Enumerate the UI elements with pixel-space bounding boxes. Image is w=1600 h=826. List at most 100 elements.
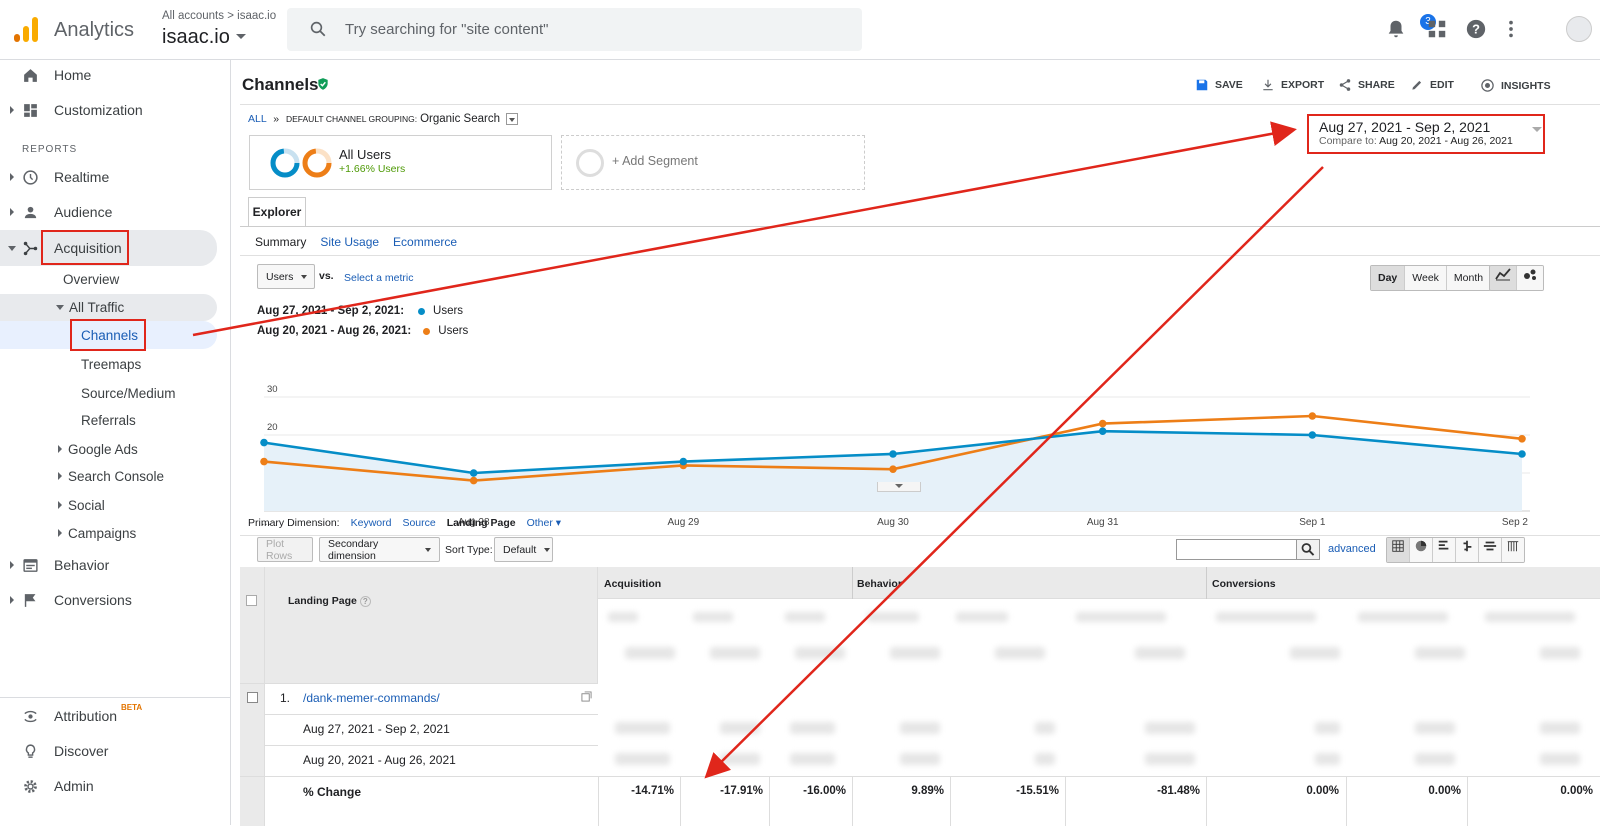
row-checkbox[interactable] bbox=[247, 692, 258, 703]
blurred-total bbox=[795, 647, 845, 659]
account-selector[interactable]: isaac.io bbox=[162, 26, 230, 48]
table-search-button[interactable] bbox=[1296, 539, 1320, 560]
period-toggle: Day Week Month bbox=[1370, 265, 1492, 291]
sidebar-item-social[interactable]: Social bbox=[58, 492, 105, 518]
export-button[interactable]: EXPORT bbox=[1261, 78, 1324, 92]
dim-source[interactable]: Source bbox=[402, 517, 436, 529]
pct-change-cell: 0.00% bbox=[1306, 785, 1339, 797]
table-view-data-button[interactable] bbox=[1387, 538, 1410, 562]
subtab-site-usage[interactable]: Site Usage bbox=[320, 235, 380, 249]
sidebar-item-referrals[interactable]: Referrals bbox=[81, 412, 136, 428]
crumb-all-link[interactable]: ALL bbox=[248, 113, 267, 125]
sidebar-item-customization[interactable]: Customization bbox=[0, 93, 222, 127]
page-title: Channels bbox=[242, 75, 319, 94]
select-all-checkbox[interactable] bbox=[246, 595, 257, 606]
notifications-bell-icon[interactable] bbox=[1385, 18, 1407, 40]
dim-keyword[interactable]: Keyword bbox=[350, 517, 392, 529]
sidebar-item-home[interactable]: Home bbox=[0, 58, 222, 92]
insights-button[interactable]: INSIGHTS bbox=[1480, 78, 1551, 93]
blurred-total bbox=[710, 647, 760, 659]
subtab-ecommerce[interactable]: Ecommerce bbox=[393, 235, 458, 249]
data-point bbox=[1308, 412, 1317, 420]
motion-chart-button[interactable] bbox=[1517, 266, 1543, 290]
apps-grid-icon[interactable] bbox=[1426, 18, 1448, 40]
explorer-subtabs: Summary Site Usage Ecommerce bbox=[255, 235, 457, 249]
chart-type-toggle bbox=[1489, 265, 1544, 291]
blurred-value bbox=[1315, 753, 1340, 765]
chevron-down-icon[interactable] bbox=[1532, 127, 1542, 132]
period-day-button[interactable]: Day bbox=[1371, 266, 1406, 290]
open-link-icon[interactable] bbox=[581, 691, 592, 702]
sidebar-item-channels[interactable]: Channels bbox=[81, 327, 139, 343]
table-view-comparison-button[interactable] bbox=[1456, 538, 1479, 562]
chevron-down-icon[interactable] bbox=[236, 34, 246, 39]
more-vert-icon[interactable] bbox=[1500, 18, 1522, 40]
table-view-pie-button[interactable] bbox=[1410, 538, 1433, 562]
search-input[interactable]: Try searching for "site content" bbox=[287, 8, 862, 51]
metric-selector[interactable]: Users bbox=[257, 264, 315, 289]
table-view-pivot-button[interactable] bbox=[1502, 538, 1524, 562]
sidebar-item-admin[interactable]: Admin bbox=[0, 769, 222, 803]
subtab-summary[interactable]: Summary bbox=[255, 235, 307, 249]
blurred-metric-header bbox=[1076, 612, 1166, 622]
help-icon[interactable]: ? bbox=[1465, 18, 1487, 40]
blurred-total bbox=[1135, 647, 1185, 659]
blurred-value bbox=[790, 722, 835, 734]
sidebar-item-treemaps[interactable]: Treemaps bbox=[81, 356, 142, 372]
secondary-dimension-select[interactable]: Secondary dimension bbox=[319, 537, 440, 562]
verified-check-icon bbox=[318, 78, 328, 90]
primary-dimension-bar: Primary Dimension: Keyword Source Landin… bbox=[248, 517, 562, 529]
blurred-value bbox=[1315, 722, 1340, 734]
blurred-total bbox=[1415, 647, 1465, 659]
sidebar-item-realtime[interactable]: Realtime bbox=[0, 160, 222, 194]
channels-active-highlight bbox=[0, 321, 217, 349]
sidebar-item-all-traffic[interactable]: All Traffic bbox=[56, 294, 124, 320]
sidebar-item-attribution[interactable]: Attribution BETA bbox=[0, 699, 222, 733]
select-metric-link[interactable]: Select a metric bbox=[344, 272, 414, 284]
plot-rows-button[interactable]: Plot Rows bbox=[257, 537, 313, 562]
sidebar-item-acquisition[interactable]: Acquisition bbox=[0, 231, 222, 265]
tab-explorer[interactable]: Explorer bbox=[248, 197, 306, 227]
sidebar-item-overview[interactable]: Overview bbox=[63, 271, 120, 287]
dim-other[interactable]: Other ▾ bbox=[526, 517, 562, 529]
blurred-total bbox=[625, 647, 675, 659]
sidebar-item-google-ads[interactable]: Google Ads bbox=[58, 436, 138, 462]
sort-type-select[interactable]: Default bbox=[494, 537, 553, 562]
table-view-term-cloud-button[interactable] bbox=[1479, 538, 1502, 562]
legend-current: Aug 27, 2021 - Sep 2, 2021: Users bbox=[257, 305, 464, 317]
share-button[interactable]: SHARE bbox=[1338, 78, 1395, 92]
sidebar-item-discover[interactable]: Discover bbox=[0, 734, 222, 768]
sidebar-item-search-console[interactable]: Search Console bbox=[58, 463, 164, 489]
avatar[interactable] bbox=[1566, 16, 1592, 42]
data-point bbox=[1518, 435, 1526, 443]
dim-landing-page[interactable]: Landing Page bbox=[446, 517, 516, 529]
y-tick-label: 30 bbox=[267, 384, 278, 395]
segment-all-users[interactable]: All Users +1.66% Users bbox=[249, 135, 552, 190]
line-chart-button[interactable] bbox=[1490, 266, 1517, 290]
period-month-button[interactable]: Month bbox=[1446, 266, 1491, 290]
col-header-landing-page[interactable]: Landing Page ? bbox=[288, 595, 371, 607]
sidebar-item-conversions[interactable]: Conversions bbox=[0, 583, 222, 617]
edit-button[interactable]: EDIT bbox=[1410, 78, 1454, 92]
sidebar-item-source-medium[interactable]: Source/Medium bbox=[81, 385, 176, 401]
save-icon bbox=[1196, 79, 1208, 91]
clock-icon bbox=[23, 170, 38, 185]
data-point bbox=[260, 438, 268, 447]
grouping-dropdown[interactable] bbox=[505, 113, 518, 126]
save-button[interactable]: SAVE bbox=[1195, 78, 1243, 92]
row-landing-page-link[interactable]: /dank-memer-commands/ bbox=[303, 691, 440, 705]
chart-resize-handle[interactable] bbox=[877, 482, 921, 492]
help-icon[interactable]: ? bbox=[359, 596, 371, 607]
chevron-down-icon bbox=[56, 304, 64, 310]
period-week-button[interactable]: Week bbox=[1405, 266, 1447, 290]
advanced-filter-link[interactable]: advanced bbox=[1328, 543, 1376, 555]
sidebar-item-campaigns[interactable]: Campaigns bbox=[58, 520, 136, 546]
sidebar-item-audience[interactable]: Audience bbox=[0, 195, 222, 229]
add-segment-button[interactable]: + Add Segment bbox=[561, 135, 865, 190]
table-view-performance-button[interactable] bbox=[1433, 538, 1456, 562]
divider bbox=[240, 255, 1600, 256]
date-range-selector[interactable]: Aug 27, 2021 - Sep 2, 2021 Compare to: A… bbox=[1307, 114, 1545, 154]
sidebar-item-behavior[interactable]: Behavior bbox=[0, 548, 222, 582]
account-breadcrumb[interactable]: All accounts > isaac.io bbox=[162, 10, 277, 22]
